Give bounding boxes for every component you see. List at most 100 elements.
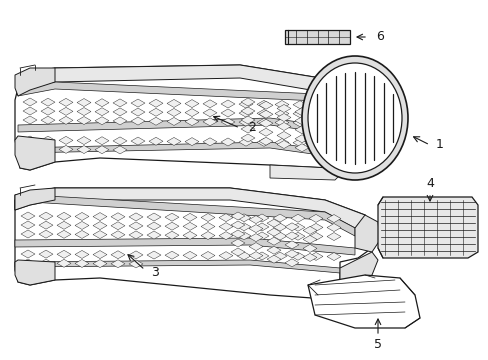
Polygon shape xyxy=(285,232,298,240)
Polygon shape xyxy=(328,101,342,109)
Polygon shape xyxy=(183,213,197,221)
Polygon shape xyxy=(39,230,53,238)
Polygon shape xyxy=(239,138,252,146)
Polygon shape xyxy=(292,110,306,118)
Polygon shape xyxy=(111,213,125,221)
Polygon shape xyxy=(184,109,199,117)
Polygon shape xyxy=(77,136,91,144)
Polygon shape xyxy=(23,107,37,115)
Polygon shape xyxy=(354,95,379,130)
Ellipse shape xyxy=(302,56,407,180)
Polygon shape xyxy=(57,230,71,238)
Polygon shape xyxy=(21,250,35,258)
Polygon shape xyxy=(326,233,340,240)
Polygon shape xyxy=(111,222,125,230)
Polygon shape xyxy=(285,259,298,267)
Polygon shape xyxy=(272,252,286,260)
Polygon shape xyxy=(259,119,272,127)
Polygon shape xyxy=(230,221,244,229)
Polygon shape xyxy=(272,232,286,240)
Polygon shape xyxy=(75,221,89,229)
Polygon shape xyxy=(330,123,345,131)
Polygon shape xyxy=(39,221,53,229)
Polygon shape xyxy=(184,100,199,108)
Polygon shape xyxy=(21,259,35,267)
Polygon shape xyxy=(230,239,244,247)
Polygon shape xyxy=(18,118,354,137)
Polygon shape xyxy=(326,253,340,261)
Polygon shape xyxy=(129,213,142,221)
Bar xyxy=(285,30,349,44)
Polygon shape xyxy=(266,237,281,245)
Polygon shape xyxy=(290,232,305,240)
Polygon shape xyxy=(308,252,323,260)
Polygon shape xyxy=(239,100,252,108)
Polygon shape xyxy=(237,223,250,231)
Polygon shape xyxy=(41,116,55,124)
Polygon shape xyxy=(230,248,244,256)
Polygon shape xyxy=(325,280,354,300)
Polygon shape xyxy=(330,132,345,140)
Polygon shape xyxy=(59,136,73,144)
Polygon shape xyxy=(183,222,197,230)
Polygon shape xyxy=(59,98,73,106)
Polygon shape xyxy=(184,138,199,145)
Polygon shape xyxy=(131,99,145,107)
Polygon shape xyxy=(354,215,379,252)
Polygon shape xyxy=(15,65,377,172)
Polygon shape xyxy=(23,145,37,153)
Polygon shape xyxy=(290,252,305,260)
Polygon shape xyxy=(23,116,37,124)
Polygon shape xyxy=(294,135,308,143)
Polygon shape xyxy=(201,213,215,221)
Polygon shape xyxy=(149,137,163,145)
Polygon shape xyxy=(15,260,55,285)
Polygon shape xyxy=(294,144,308,152)
Polygon shape xyxy=(201,252,215,260)
Polygon shape xyxy=(308,215,323,222)
Polygon shape xyxy=(39,259,53,267)
Polygon shape xyxy=(241,98,254,106)
Polygon shape xyxy=(274,139,288,147)
Polygon shape xyxy=(95,137,109,145)
Polygon shape xyxy=(167,99,181,107)
Polygon shape xyxy=(310,119,325,127)
Polygon shape xyxy=(292,139,306,147)
Polygon shape xyxy=(219,222,232,231)
Polygon shape xyxy=(219,213,232,222)
Polygon shape xyxy=(239,118,252,126)
Polygon shape xyxy=(164,231,179,239)
Polygon shape xyxy=(272,223,286,231)
Polygon shape xyxy=(15,195,354,236)
Polygon shape xyxy=(77,99,91,107)
Polygon shape xyxy=(230,212,244,220)
Text: 1: 1 xyxy=(435,139,443,152)
Polygon shape xyxy=(131,117,145,125)
Polygon shape xyxy=(59,107,73,115)
Polygon shape xyxy=(149,108,163,116)
Polygon shape xyxy=(221,100,235,108)
Polygon shape xyxy=(330,141,345,149)
Polygon shape xyxy=(131,137,145,145)
Polygon shape xyxy=(237,252,250,260)
Polygon shape xyxy=(248,243,263,251)
Polygon shape xyxy=(21,212,35,220)
Polygon shape xyxy=(326,215,340,222)
Polygon shape xyxy=(147,251,161,259)
Polygon shape xyxy=(285,250,298,258)
Polygon shape xyxy=(248,216,263,224)
Polygon shape xyxy=(377,197,477,258)
Polygon shape xyxy=(129,222,142,230)
Polygon shape xyxy=(294,117,308,125)
Polygon shape xyxy=(257,118,270,126)
Polygon shape xyxy=(241,134,254,142)
Polygon shape xyxy=(241,107,254,115)
Polygon shape xyxy=(237,214,250,222)
Polygon shape xyxy=(203,138,217,146)
Polygon shape xyxy=(41,145,55,153)
Polygon shape xyxy=(129,231,142,239)
Polygon shape xyxy=(129,251,142,259)
Polygon shape xyxy=(241,116,254,124)
Polygon shape xyxy=(221,118,235,126)
Polygon shape xyxy=(113,108,127,116)
